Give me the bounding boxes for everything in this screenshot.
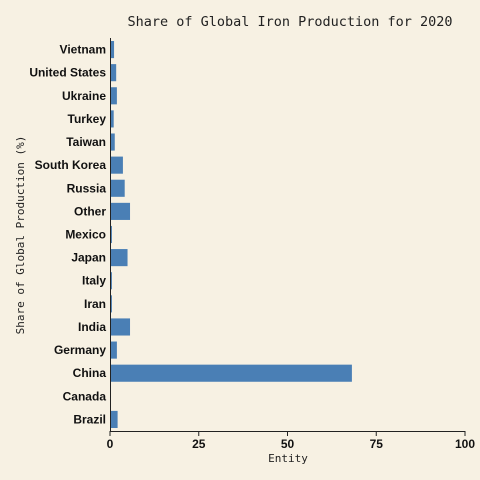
bar-russia — [110, 179, 125, 197]
x-tick-label: 25 — [192, 437, 206, 451]
bar-japan — [110, 249, 128, 267]
category-label-iran: Iran — [84, 297, 106, 311]
bar-italy — [110, 272, 112, 290]
bar-south-korea — [110, 156, 123, 174]
bar-india — [110, 318, 131, 336]
x-axis-label: Entity — [268, 452, 308, 465]
category-label-united-states: United States — [29, 66, 106, 80]
bars-group — [110, 41, 352, 428]
category-label-other: Other — [74, 204, 106, 218]
x-tick-label: 0 — [107, 437, 114, 451]
bar-mexico — [110, 225, 112, 244]
category-label-india: India — [78, 320, 106, 334]
x-tick-label: 50 — [281, 437, 295, 451]
y-axis-label: Share of Global Production (%) — [14, 136, 27, 335]
category-label-canada: Canada — [63, 389, 107, 403]
category-label-turkey: Turkey — [68, 112, 107, 126]
bar-china — [110, 364, 352, 382]
category-label-taiwan: Taiwan — [66, 135, 106, 149]
x-tick-label: 75 — [370, 437, 384, 451]
bar-other — [110, 202, 131, 220]
category-label-china: China — [73, 366, 107, 380]
category-labels-group: Vietnam United States Ukraine Turkey Taiwan S… — [29, 43, 106, 427]
category-label-russia: Russia — [67, 181, 107, 195]
category-label-ukraine: Ukraine — [62, 89, 106, 103]
bar-ukraine — [110, 87, 117, 105]
category-label-south-korea: South Korea — [35, 158, 107, 172]
bar-brazil — [110, 410, 118, 428]
x-tick-label: 100 — [455, 437, 475, 451]
bar-iran — [110, 295, 112, 313]
bar-germany — [110, 341, 117, 359]
category-label-germany: Germany — [54, 343, 106, 357]
category-label-italy: Italy — [82, 274, 106, 288]
bar-taiwan — [110, 133, 115, 151]
category-label-mexico: Mexico — [65, 228, 106, 242]
bar-vietnam — [110, 41, 115, 59]
chart-title: Share of Global Iron Production for 2020 — [127, 14, 452, 30]
x-ticks-group: 0 25 50 75 100 — [107, 431, 475, 451]
category-label-brazil: Brazil — [73, 412, 106, 426]
category-label-vietnam: Vietnam — [60, 43, 106, 57]
bar-turkey — [110, 110, 114, 128]
category-label-japan: Japan — [71, 251, 106, 265]
bar-united-states — [110, 64, 117, 82]
